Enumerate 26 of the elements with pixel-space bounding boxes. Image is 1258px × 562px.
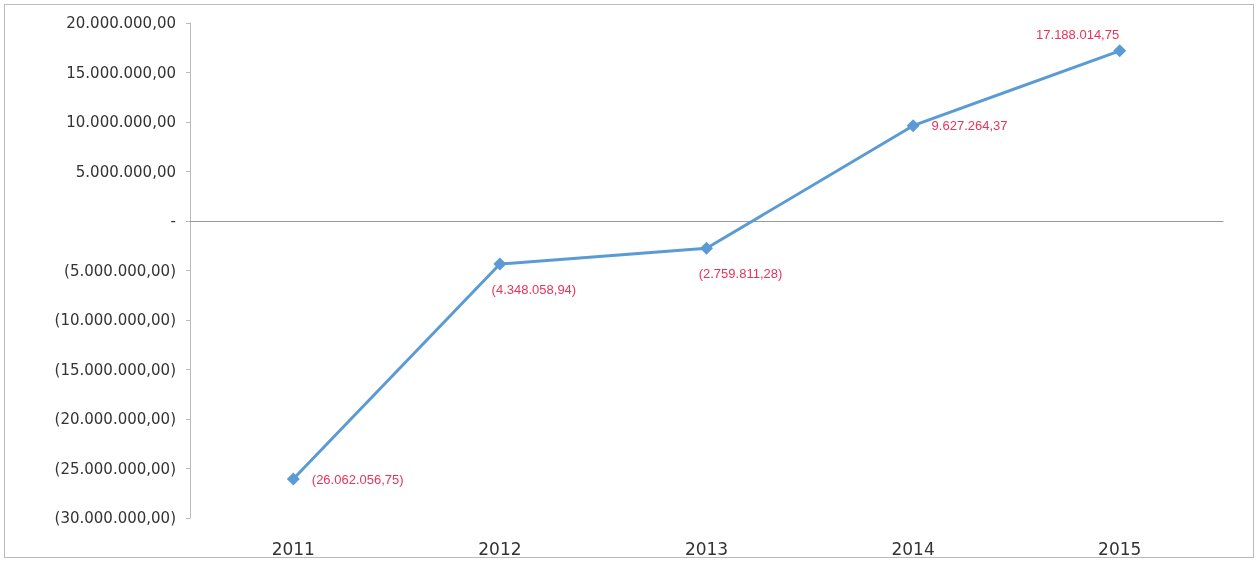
y-tick-label: (25.000.000,00) (54, 459, 176, 478)
x-tick-label: 2012 (478, 538, 522, 559)
point (286, 472, 300, 486)
x-tick-label: 2014 (891, 538, 935, 559)
y-tick-label: (10.000.000,00) (54, 311, 176, 329)
point (493, 257, 507, 271)
data-label: 9.627.264,37 (931, 118, 1008, 134)
y-tick-label: (20.000.000,00) (54, 410, 176, 428)
point (906, 119, 920, 133)
y-tick-label: 20.000.000,00 (66, 14, 176, 32)
y-tick-label: (15.000.000,00) (54, 360, 176, 379)
x-tick-label: 2013 (684, 538, 729, 559)
data-label: (26.062.056,75) (311, 471, 404, 487)
point (700, 241, 713, 255)
y-tick-label: - (170, 212, 176, 230)
y-tick-label: 5.000.000,00 (75, 162, 176, 181)
x-tick-label: 2015 (1098, 538, 1142, 559)
y-tick-label: 10.000.000,00 (66, 113, 176, 131)
y-tick-label: (30.000.000,00) (54, 509, 176, 527)
y-tick-label: 15.000.000,00 (66, 63, 176, 82)
x-tick-label: 2011 (271, 538, 315, 559)
point (1113, 44, 1127, 58)
data-label: (4.348.058,94) (491, 281, 577, 297)
y-tick-label: (5.000.000,00) (64, 261, 176, 280)
data-label: (2.759.811,28) (698, 265, 783, 281)
data-label: 17.188.014,75 (1036, 27, 1120, 43)
